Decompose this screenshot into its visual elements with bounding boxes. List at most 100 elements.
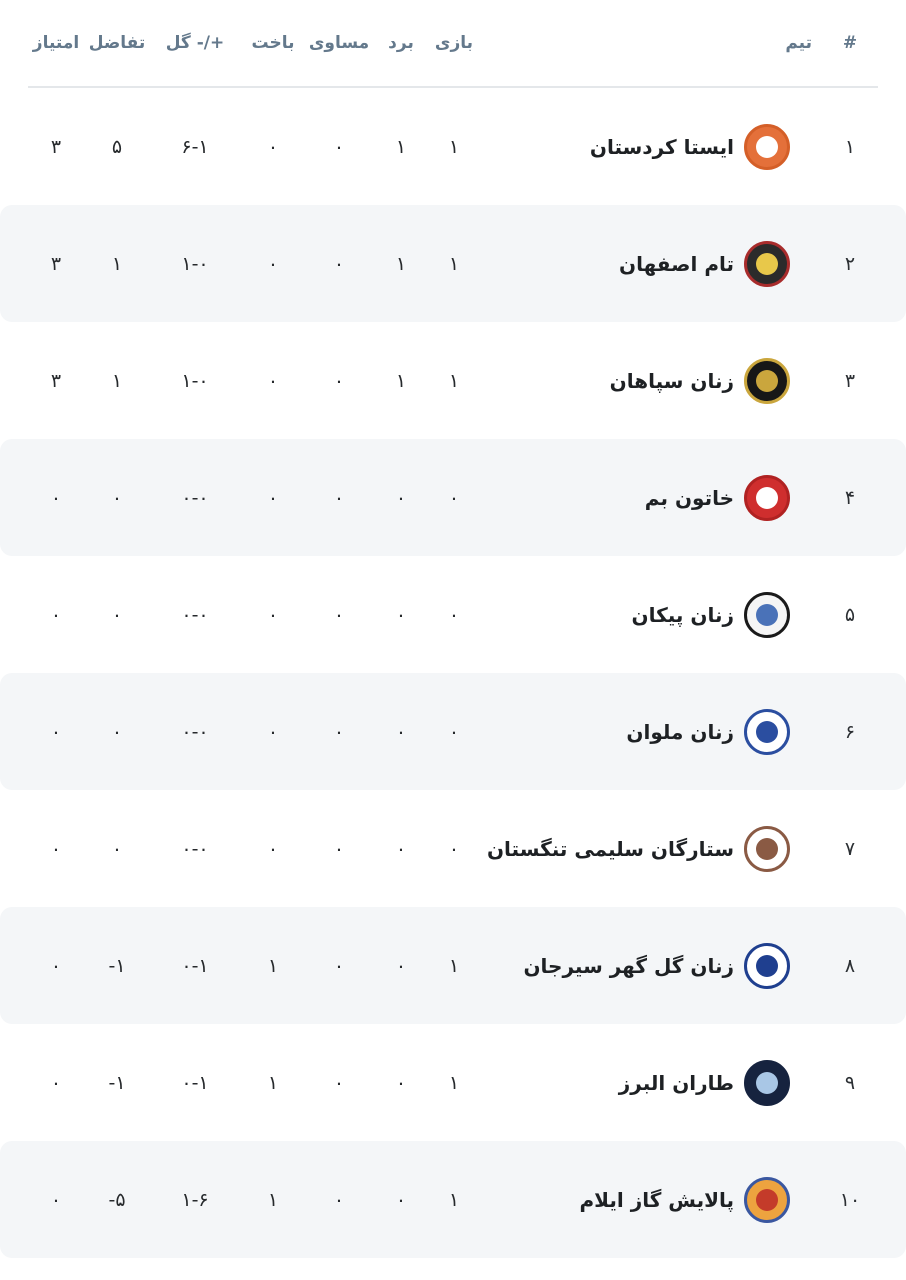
- won-value: ۱: [395, 369, 407, 392]
- team-rank: ۵: [844, 603, 856, 626]
- team-logo-icon: [744, 1176, 790, 1223]
- lost-value: ۰: [267, 252, 279, 275]
- lost-value: ۰: [267, 486, 279, 509]
- points-value: ۳: [50, 369, 62, 392]
- goal-diff-value: ۱: [111, 369, 123, 392]
- goal-diff-value: ۵: [111, 135, 123, 158]
- drawn-value: ۰: [333, 603, 345, 626]
- played-value: ۰: [448, 486, 460, 509]
- team-logo-emblem: [756, 1071, 778, 1094]
- goals-value: ۰-۰: [181, 837, 209, 860]
- lost-value: ۱: [267, 1071, 279, 1094]
- table-row[interactable]: ۴ خاتون بم ۰ ۰ ۰ ۰ ۰-۰ ۰ ۰: [0, 439, 906, 556]
- points-value: ۳: [50, 252, 62, 275]
- team-logo-emblem: [756, 954, 778, 977]
- drawn-value: ۰: [333, 1188, 345, 1211]
- team-logo-icon: [744, 825, 790, 872]
- team-rank: ۴: [844, 486, 856, 509]
- table-row[interactable]: ۱۰ پالایش گاز ایلام ۱ ۰ ۰ ۱ ۱-۶ -۵ ۰: [0, 1141, 906, 1258]
- table-row[interactable]: ۷ ستارگان سلیمی تنگستان ۰ ۰ ۰ ۰ ۰-۰ ۰ ۰: [0, 790, 906, 907]
- goals-value: ۱-۰: [181, 252, 209, 275]
- team-logo-icon: [744, 942, 790, 989]
- won-value: ۰: [395, 603, 407, 626]
- lost-value: ۰: [267, 720, 279, 743]
- table-row[interactable]: ۹ طاران البرز ۱ ۰ ۰ ۱ ۰-۱ -۱ ۰: [0, 1024, 906, 1141]
- drawn-value: ۰: [333, 837, 345, 860]
- team-logo-icon: [744, 591, 790, 638]
- lost-value: ۰: [267, 135, 279, 158]
- team-name[interactable]: خاتون بم: [644, 485, 734, 510]
- played-value: ۰: [448, 720, 460, 743]
- table-header-row: # تیم بازی برد مساوی باخت گل -/+ تفاضل ا…: [28, 0, 878, 86]
- team-logo-emblem: [756, 720, 778, 743]
- played-value: ۰: [448, 603, 460, 626]
- table-row[interactable]: ۵ زنان پیکان ۰ ۰ ۰ ۰ ۰-۰ ۰ ۰: [0, 556, 906, 673]
- won-value: ۰: [395, 954, 407, 977]
- team-name[interactable]: زنان سپاهان: [609, 368, 734, 393]
- table-row[interactable]: ۳ زنان سپاهان ۱ ۱ ۰ ۰ ۱-۰ ۱ ۳: [0, 322, 906, 439]
- goals-value: ۱-۶: [181, 1188, 209, 1211]
- team-name[interactable]: ستارگان سلیمی تنگستان: [486, 836, 734, 861]
- team-logo-emblem: [756, 486, 778, 509]
- goals-value: ۰-۱: [181, 954, 209, 977]
- team-logo-emblem: [756, 135, 778, 158]
- team-logo-cell: [734, 591, 822, 638]
- column-header-diff: تفاضل: [88, 33, 146, 53]
- points-value: ۰: [50, 603, 62, 626]
- goal-diff-value: -۵: [108, 1188, 126, 1211]
- played-value: ۱: [448, 369, 460, 392]
- played-value: ۰: [448, 837, 460, 860]
- goals-value: ۰-۰: [181, 603, 209, 626]
- team-logo-emblem: [756, 1188, 778, 1211]
- team-logo-emblem: [756, 252, 778, 275]
- team-logo-cell: [734, 1176, 822, 1223]
- team-name[interactable]: پالایش گاز ایلام: [579, 1187, 734, 1212]
- team-logo-cell: [734, 708, 822, 755]
- points-value: ۰: [50, 486, 62, 509]
- team-rank: ۱: [844, 135, 856, 158]
- team-logo-emblem: [756, 837, 778, 860]
- goal-diff-value: ۰: [111, 720, 123, 743]
- team-logo-cell: [734, 474, 822, 521]
- team-logo-icon: [744, 708, 790, 755]
- column-header-won: برد: [388, 33, 414, 53]
- table-row[interactable]: ۱ ایستا کردستان ۱ ۱ ۰ ۰ ۶-۱ ۵ ۳: [0, 88, 906, 205]
- column-header-lost: باخت: [251, 33, 295, 53]
- column-header-goals: گل -/+: [165, 33, 225, 53]
- team-logo-emblem: [756, 369, 778, 392]
- drawn-value: ۰: [333, 1071, 345, 1094]
- team-logo-icon: [744, 357, 790, 404]
- played-value: ۱: [448, 954, 460, 977]
- points-value: ۰: [50, 837, 62, 860]
- column-header-played: بازی: [434, 33, 474, 53]
- drawn-value: ۰: [333, 720, 345, 743]
- points-value: ۰: [50, 720, 62, 743]
- table-row[interactable]: ۸ زنان گل گهر سیرجان ۱ ۰ ۰ ۱ ۰-۱ -۱ ۰: [0, 907, 906, 1024]
- drawn-value: ۰: [333, 486, 345, 509]
- points-value: ۰: [50, 1071, 62, 1094]
- drawn-value: ۰: [333, 135, 345, 158]
- team-logo-cell: [734, 123, 822, 170]
- goal-diff-value: ۰: [111, 837, 123, 860]
- team-logo-cell: [734, 240, 822, 287]
- lost-value: ۰: [267, 369, 279, 392]
- team-name[interactable]: زنان ملوان: [626, 719, 734, 744]
- team-rank: ۱۰: [839, 1188, 861, 1211]
- team-logo-cell: [734, 357, 822, 404]
- table-header-divider: # تیم بازی برد مساوی باخت گل -/+ تفاضل ا…: [28, 0, 878, 88]
- table-row[interactable]: ۲ تام اصفهان ۱ ۱ ۰ ۰ ۱-۰ ۱ ۳: [0, 205, 906, 322]
- team-logo-cell: [734, 942, 822, 989]
- team-logo-emblem: [756, 603, 778, 626]
- team-logo-icon: [744, 1059, 790, 1106]
- team-name[interactable]: زنان پیکان: [631, 602, 734, 627]
- team-name[interactable]: زنان گل گهر سیرجان: [523, 953, 734, 978]
- table-row[interactable]: ۶ زنان ملوان ۰ ۰ ۰ ۰ ۰-۰ ۰ ۰: [0, 673, 906, 790]
- team-name[interactable]: تام اصفهان: [619, 251, 734, 276]
- team-logo-cell: [734, 1059, 822, 1106]
- team-name[interactable]: طاران البرز: [618, 1070, 734, 1095]
- team-name[interactable]: ایستا کردستان: [589, 134, 734, 159]
- team-rank: ۳: [844, 369, 856, 392]
- goals-value: ۱-۰: [181, 369, 209, 392]
- goal-diff-value: -۱: [108, 1071, 126, 1094]
